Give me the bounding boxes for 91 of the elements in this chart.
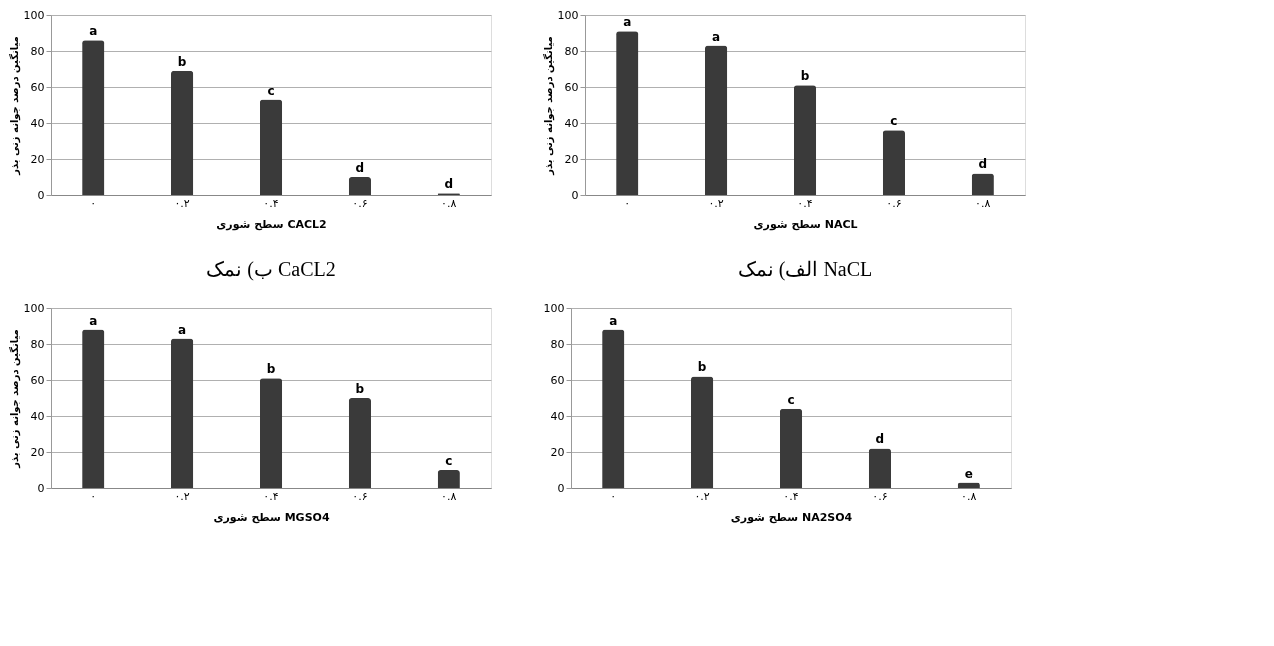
y-tick-label: 20 xyxy=(30,152,45,166)
bar xyxy=(348,177,371,195)
annotation: c xyxy=(267,83,275,98)
y-tick-label: 40 xyxy=(30,116,45,130)
bar xyxy=(602,329,625,488)
annotation: b xyxy=(177,54,187,69)
y-tick-label: 20 xyxy=(30,445,45,459)
y-axis-title: میانگین درصد جوانه زنی بذر xyxy=(541,36,555,176)
bar xyxy=(259,99,283,195)
x-tick-label: ۰.۸ xyxy=(441,196,457,210)
y-tick-label: 0 xyxy=(571,188,579,202)
bar xyxy=(705,45,728,195)
x-tick-label: ۰ xyxy=(90,196,97,210)
y-tick-label: 80 xyxy=(30,44,45,58)
annotation: c xyxy=(890,114,898,129)
annotation: b xyxy=(355,382,365,396)
text: الف) نمک NaCL xyxy=(737,258,873,281)
annotation: d xyxy=(355,161,365,175)
y-tick-label: 100 xyxy=(23,8,45,22)
bar xyxy=(691,376,714,488)
annotation: e xyxy=(964,466,973,481)
annotation: b xyxy=(800,69,810,84)
bar xyxy=(779,408,803,488)
x-tick-label: ۰.۲ xyxy=(174,196,190,210)
bar xyxy=(868,448,891,488)
y-tick-label: 100 xyxy=(23,301,45,315)
bar xyxy=(882,130,905,195)
annotation: d xyxy=(875,432,885,447)
y-tick-label: 80 xyxy=(550,337,565,351)
bar xyxy=(259,378,283,488)
text: ب) نمک CaCL2 xyxy=(206,258,336,281)
y-tick-label: 60 xyxy=(30,80,45,94)
annotation: d xyxy=(978,157,988,172)
y-tick-label: 100 xyxy=(543,301,565,315)
annotation: c xyxy=(787,392,795,407)
x-tick-label: ۰.۴ xyxy=(263,196,279,210)
x-axis-title: سطح شوری MGSO4 xyxy=(213,510,330,524)
annotation: c xyxy=(445,454,453,468)
annotation: a xyxy=(178,322,187,337)
y-tick-label: 40 xyxy=(30,409,45,423)
x-axis-title: سطح شوری CACL2 xyxy=(216,217,327,231)
x-tick-label: ۰.۸ xyxy=(441,489,457,503)
x-axis-title: سطح شوری NACL xyxy=(753,217,858,231)
y-tick-label: 0 xyxy=(37,188,45,202)
bar xyxy=(437,470,460,488)
annotation: d xyxy=(444,177,454,192)
annotation: b xyxy=(697,360,707,375)
x-tick-label: ۰.۲ xyxy=(708,196,724,210)
annotation: a xyxy=(623,15,632,30)
bar xyxy=(82,329,105,488)
x-tick-label: ۰.۴ xyxy=(783,489,799,503)
annotation: a xyxy=(89,24,98,39)
bar xyxy=(348,398,371,488)
x-tick-label: ۰ xyxy=(90,489,97,503)
bar xyxy=(793,85,817,195)
x-tick-label: ۰.۲ xyxy=(694,489,710,503)
y-tick-label: 80 xyxy=(564,44,579,58)
y-tick-label: 40 xyxy=(550,409,565,423)
x-tick-label: ۰.۶ xyxy=(872,489,888,503)
y-tick-label: 20 xyxy=(550,445,565,459)
y-tick-label: 60 xyxy=(30,373,45,387)
y-tick-label: 80 xyxy=(30,337,45,351)
y-tick-label: 60 xyxy=(564,80,579,94)
x-tick-label: ۰.۸ xyxy=(961,489,977,503)
y-tick-label: 0 xyxy=(557,481,565,495)
bar xyxy=(971,173,994,195)
y-tick-label: 60 xyxy=(550,373,565,387)
y-tick-label: 0 xyxy=(37,481,45,495)
bar xyxy=(171,338,194,488)
y-tick-label: 40 xyxy=(564,116,579,130)
x-tick-label: ۰.۴ xyxy=(797,196,813,210)
y-tick-label: 100 xyxy=(557,8,579,22)
x-tick-label: ۰.۶ xyxy=(352,489,368,503)
x-tick-label: ۰ xyxy=(610,489,617,503)
x-tick-label: ۰.۶ xyxy=(352,196,368,210)
x-tick-label: ۰.۴ xyxy=(263,489,279,503)
bar xyxy=(82,40,105,195)
x-axis-title: سطح شوری NA2SO4 xyxy=(730,510,853,524)
bar xyxy=(171,70,194,195)
annotation: a xyxy=(89,313,98,328)
annotation: a xyxy=(712,29,721,44)
x-tick-label: ۰ xyxy=(624,196,631,210)
y-axis-title: میانگین درصد جوانه زنی بذر xyxy=(7,329,21,469)
x-tick-label: ۰.۲ xyxy=(174,489,190,503)
y-axis-title: میانگین درصد جوانه زنی بذر xyxy=(7,36,21,176)
x-tick-label: ۰.۸ xyxy=(975,196,991,210)
x-tick-label: ۰.۶ xyxy=(886,196,902,210)
bar xyxy=(616,31,639,195)
annotation: a xyxy=(609,313,618,328)
y-tick-label: 20 xyxy=(564,152,579,166)
annotation: b xyxy=(266,362,276,377)
